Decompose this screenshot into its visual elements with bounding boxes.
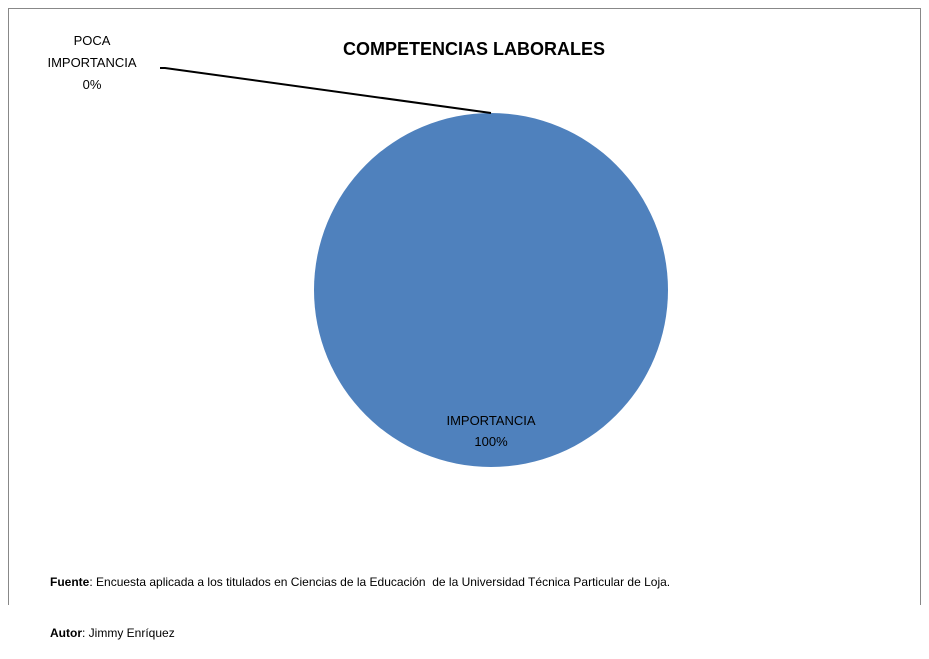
slice-label: POCA IMPORTANCIA 0% (32, 30, 152, 95)
value-label: 100% (474, 434, 508, 449)
category-label: POCA IMPORTANCIA (47, 33, 137, 70)
note-text: : Encuesta aplicada a los titulados en C… (89, 575, 671, 589)
note: Autor: Jimmy Enríquez (50, 625, 670, 642)
notes: Fuente: Encuesta aplicada a los titulado… (50, 540, 670, 659)
note-label: Autor (50, 626, 82, 640)
value-label: 0% (82, 77, 102, 92)
page: COMPETENCIAS LABORALES Fuente: Encuesta … (8, 8, 921, 640)
pie-slice (314, 113, 668, 467)
category-label: IMPORTANCIA (446, 413, 536, 428)
chart-border (8, 8, 921, 605)
note: Fuente: Encuesta aplicada a los titulado… (50, 574, 670, 591)
slice-label: IMPORTANCIA 100% (431, 410, 551, 452)
note-text: : Jimmy Enríquez (82, 626, 175, 640)
note-label: Fuente (50, 575, 90, 589)
chart: COMPETENCIAS LABORALES (8, 8, 921, 605)
chart-title: COMPETENCIAS LABORALES (343, 39, 605, 59)
leader-line (160, 67, 492, 114)
